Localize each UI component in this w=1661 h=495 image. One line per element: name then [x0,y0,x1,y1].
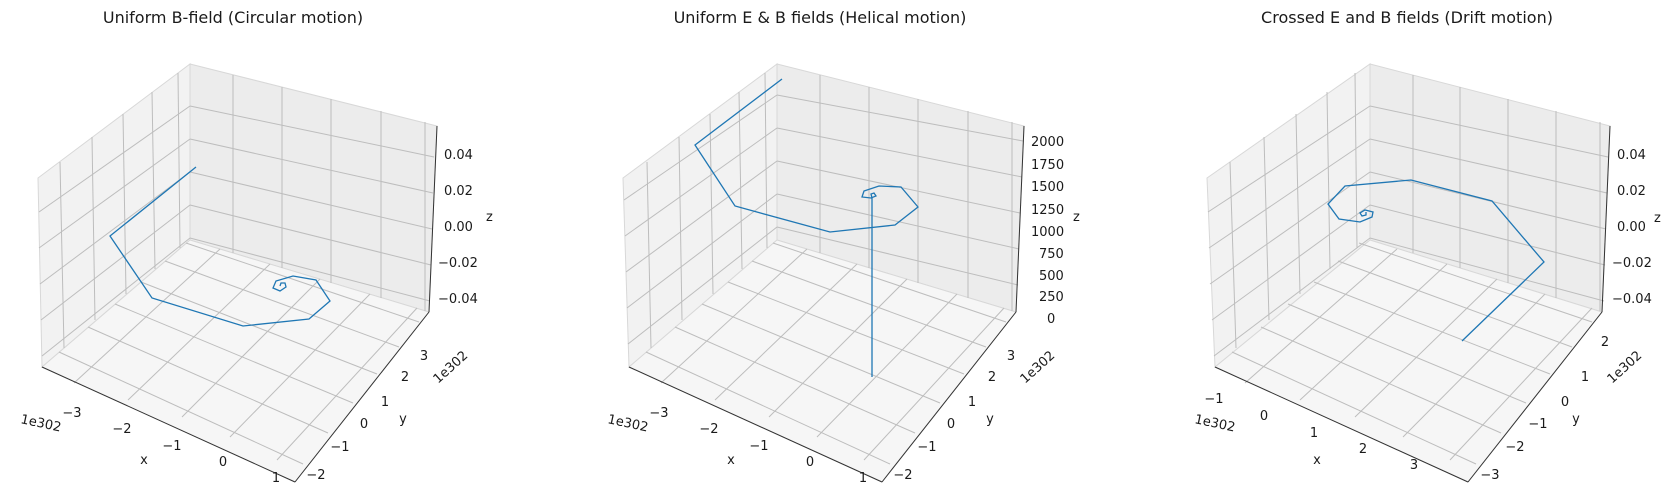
z-tick: 0.04 [444,148,473,163]
y-axis-label: y [399,412,407,427]
x-tick: 1 [272,471,280,486]
x-tick: −1 [749,439,768,454]
x-tick-labels: −1 0 1 2 3 [1204,392,1418,473]
z-tick: 1250 [1031,203,1064,218]
z-tick-labels: 0.04 0.02 0.00 −0.02 −0.04 [1612,148,1652,307]
y-tick: 3 [420,349,428,364]
y-tick: 0 [1561,395,1569,410]
y-tick: −1 [917,440,936,455]
z-tick: 250 [1039,290,1064,305]
z-tick: 0.00 [444,220,473,235]
gridlines [623,72,1024,465]
z-tick: 1750 [1031,158,1064,173]
z-axis-label: z [1073,210,1080,225]
z-tick: −0.04 [1612,292,1652,307]
z-axis-line [1601,125,1611,313]
y-offset-text: 1e302 [431,348,472,387]
z-axis-label: z [486,210,493,225]
chart-title: Uniform E & B fields (Helical motion) [674,8,967,27]
z-tick: 500 [1039,269,1064,284]
z-axis-line [1015,125,1025,313]
y-tick: 2 [401,370,409,385]
z-tick-labels: 2000 1750 1500 1250 1000 750 500 250 0 [1031,135,1064,327]
x-offset-text: 1e302 [606,412,649,435]
trajectory-line [109,166,331,327]
gridlines [38,72,435,465]
chart-panel-helical: Uniform E & B fields (Helical motion) [606,8,1080,486]
x-tick: 2 [1359,442,1367,457]
x-axis-line [1214,366,1469,483]
z-axis-label: z [1654,211,1661,226]
x-axis-line [628,366,883,483]
z-tick: 1500 [1031,180,1064,195]
chart-panel-circular: Uniform B-field (Circular motion) [19,8,493,486]
y-offset-text: 1e302 [1605,348,1646,387]
x-tick: −3 [62,406,81,421]
y-tick: −1 [330,440,349,455]
y-tick: −2 [306,468,325,483]
z-tick: −0.04 [438,292,478,307]
x-axis-label: x [1313,453,1321,468]
y-axis-label: y [1572,412,1580,427]
x-tick: 0 [1260,409,1268,424]
y-tick-labels: −3 −2 −1 0 1 2 [1480,335,1609,483]
y-tick: 0 [360,417,368,432]
x-tick-labels: −3 −2 −1 0 1 [649,406,867,486]
x-axis-label: x [140,453,148,468]
x-tick: 0 [219,455,227,470]
x-tick: 0 [806,455,814,470]
y-axis-line [294,311,430,483]
z-tick: 2000 [1031,135,1064,150]
trajectory-line [1327,179,1545,342]
x-tick-labels: −3 −2 −1 0 1 [62,406,280,486]
x-tick: −2 [112,422,131,437]
y-tick: 1 [1581,370,1589,385]
z-tick-labels: 0.04 0.02 0.00 −0.02 −0.04 [438,148,478,307]
y-axis-line [881,311,1017,483]
chart-title: Uniform B-field (Circular motion) [103,8,363,27]
x-tick: 3 [1410,458,1418,473]
y-tick: −1 [1528,417,1547,432]
chart-title: Crossed E and B fields (Drift motion) [1261,8,1553,27]
z-tick: 1000 [1031,225,1064,240]
x-offset-text: 1e302 [1193,412,1236,435]
x-tick: 1 [859,471,867,486]
z-tick: 750 [1039,247,1064,262]
x-offset-text: 1e302 [19,412,62,435]
x-tick: −2 [699,422,718,437]
x-axis-line [41,366,296,483]
chart-panel-drift: Crossed E and B fields (Drift motion) [1193,8,1661,483]
z-tick: 0.02 [444,184,473,199]
z-tick: 0 [1047,312,1055,327]
y-axis-label: y [986,412,994,427]
z-axis-line [428,125,438,313]
y-tick: 2 [1601,335,1609,350]
z-tick: 0.04 [1617,148,1646,163]
y-tick: 2 [988,370,996,385]
y-tick-labels: −2 −1 0 1 2 3 [306,349,428,483]
y-tick: −2 [1505,440,1524,455]
x-tick: −1 [1204,392,1223,407]
y-axis-line [1467,311,1603,483]
y-tick: 1 [381,395,389,410]
x-tick: −1 [162,439,181,454]
z-tick: 0.02 [1617,184,1646,199]
y-tick-labels: −2 −1 0 1 2 3 [893,349,1015,483]
y-tick: 1 [968,395,976,410]
y-offset-text: 1e302 [1018,348,1059,387]
z-tick: −0.02 [438,256,478,271]
x-axis-label: x [727,453,735,468]
x-tick: −3 [649,406,668,421]
trajectory-line [694,78,919,377]
y-tick: −3 [1480,468,1499,483]
y-tick: 0 [947,417,955,432]
z-tick: 0.00 [1617,220,1646,235]
x-tick: 1 [1310,426,1318,441]
y-tick: 3 [1007,349,1015,364]
y-tick: −2 [893,468,912,483]
z-tick: −0.02 [1612,256,1652,271]
gridlines [1207,72,1609,465]
